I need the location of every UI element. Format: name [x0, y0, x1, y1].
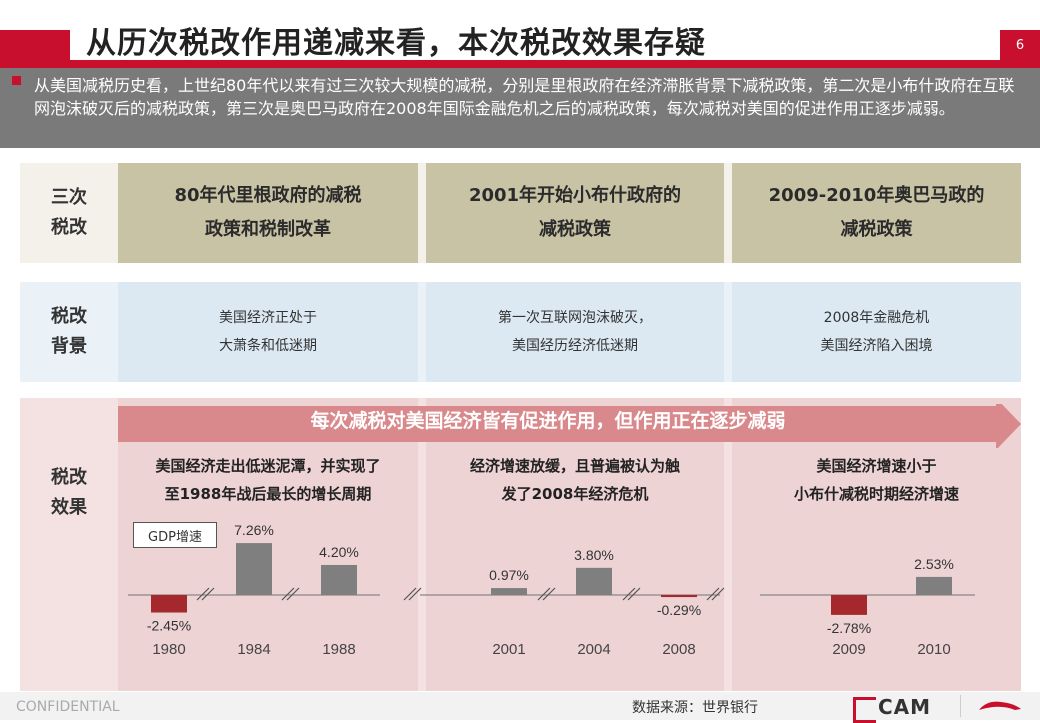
cam-logo: CAM — [878, 695, 932, 719]
axis-break-mark — [408, 587, 422, 601]
cell-line: 美国经济正处于 — [219, 310, 317, 326]
bar-2010 — [916, 576, 952, 595]
x-tick-2008: 2008 — [662, 641, 695, 658]
label-line: 税改 — [51, 217, 87, 238]
data-source: 数据来源：世界银行 — [632, 700, 758, 716]
x-tick-2004: 2004 — [577, 641, 610, 658]
effect-row-label: 税改 效果 — [20, 458, 118, 528]
logo-mark-icon — [853, 697, 876, 723]
axis-break-mark — [542, 587, 556, 601]
axis-break-mark — [286, 587, 300, 601]
effect-line: 美国经济走出低迷泥潭，并实现了 — [155, 457, 381, 475]
cell-line: 美国经历经济低迷期 — [512, 338, 638, 354]
x-tick-2009: 2009 — [832, 641, 865, 658]
effect-line: 发了2008年经济危机 — [501, 485, 649, 503]
data-label-2004: 3.80% — [574, 547, 614, 563]
axis-break-mark — [281, 587, 295, 601]
logo-divider — [960, 695, 961, 717]
axis-break-mark — [622, 587, 636, 601]
trend-arrow-icon — [118, 404, 1021, 448]
effect-line: 至1988年战后最长的增长周期 — [164, 485, 372, 503]
cell-line: 大萧条和低迷期 — [219, 338, 317, 354]
axis-break-mark — [403, 587, 417, 601]
effect-row: 税改效果 每次减税对美国经济皆有促进作用，但作用正在逐步减弱 美国经济走出低迷泥… — [20, 398, 1021, 691]
bullet-icon — [12, 76, 21, 85]
data-label-1980: -2.45% — [147, 618, 191, 634]
reform-cell-reagan: 80年代里根政府的减税 政策和税制改革 — [118, 163, 418, 263]
cell-line: 政策和税制改革 — [205, 219, 331, 240]
bar-1980 — [151, 595, 187, 613]
data-label-2010: 2.53% — [914, 556, 954, 572]
effect-line: 经济增速放缓，且普遍被认为触 — [469, 457, 680, 475]
reform-cell-bush: 2001年开始小布什政府的 减税政策 — [426, 163, 724, 263]
chart-legend: GDP增速 — [133, 522, 217, 548]
cell-line: 2008年金融危机 — [823, 310, 930, 326]
axis-break-mark — [537, 587, 551, 601]
background-cell-bush: 第一次互联网泡沫破灭， 美国经历经济低迷期 — [426, 282, 724, 382]
cell-line: 80年代里根政府的减税 — [174, 185, 362, 206]
x-tick-1980: 1980 — [152, 641, 185, 658]
effect-line: 美国经济增速小于 — [816, 457, 937, 475]
bar-1988 — [321, 564, 357, 595]
reform-cell-obama: 2009-2010年奥巴马政的 减税政策 — [732, 163, 1021, 263]
bar-2001 — [491, 588, 527, 595]
gdp-growth-chart: -2.45% 1980 7.26% 1984 4.20% 1988 0.97% 2001 3.8… — [128, 522, 975, 658]
effect-text-bush: 经济增速放缓，且普遍被认为触 发了2008年经济危机 — [426, 452, 724, 508]
cell-line: 美国经济陷入困境 — [820, 338, 933, 354]
background-cell-obama: 2008年金融危机 美国经济陷入困境 — [732, 282, 1021, 382]
data-label-2009: -2.78% — [827, 620, 871, 636]
background-row-label: 税改 背景 — [20, 282, 118, 382]
axis-break-mark — [706, 587, 720, 601]
page-title: 从历次税改作用递减来看，本次税改效果存疑 — [86, 26, 706, 61]
confidential-label: CONFIDENTIAL — [16, 699, 120, 715]
effect-text-obama: 美国经济增速小于小布什减税时期经济增速 — [732, 452, 1021, 508]
bar-2004 — [576, 567, 612, 595]
label-line: 税改 — [51, 467, 87, 488]
label-line: 三次 — [51, 187, 87, 208]
axis-break-mark — [711, 587, 725, 601]
label-line: 税改 — [51, 306, 87, 327]
cell-line: 第一次互联网泡沫破灭， — [498, 310, 652, 326]
x-tick-2001: 2001 — [492, 641, 525, 658]
bar-2009 — [831, 595, 867, 615]
cell-line: 2009-2010年奥巴马政的 — [768, 185, 985, 206]
reform-row-label: 三次 税改 — [20, 163, 118, 263]
data-label-2008: -0.29% — [657, 602, 701, 618]
axis-break-mark — [627, 587, 641, 601]
cell-line: 减税政策 — [538, 219, 611, 240]
axis-break-mark — [196, 587, 210, 601]
title-accent — [0, 30, 70, 60]
effect-col-bg — [426, 398, 724, 691]
background-row: 税改背景 美国经济正处于 大萧条和低迷期 第一次互联网泡沫破灭， 美国经历经济低迷期… — [20, 282, 1021, 382]
footer — [0, 692, 1040, 720]
page-number: 6 — [1000, 30, 1040, 60]
background-cell-reagan: 美国经济正处于 大萧条和低迷期 — [118, 282, 418, 382]
data-label-1984: 7.26% — [234, 522, 274, 538]
car-logo-icon — [979, 701, 1021, 710]
data-label-2001: 0.97% — [489, 567, 529, 583]
title-underline — [0, 60, 1040, 68]
axis-break-mark — [201, 587, 215, 601]
reform-row: 三次 税改 80年代里根政府的减税 政策和税制改革 2001年开始小布什政府的 减税政… — [20, 163, 1021, 263]
label-line: 效果 — [51, 497, 87, 518]
arrow-text: 每次减税对美国经济皆有促进作用，但作用正在逐步减弱 — [310, 409, 786, 432]
bar-2008 — [661, 595, 697, 598]
cell-line: 2001年开始小布什政府的 — [468, 185, 682, 206]
cell-line: 减税政策 — [840, 219, 913, 240]
effect-col-bg — [732, 398, 1021, 691]
data-label-1988: 4.20% — [319, 544, 359, 560]
intro-banner: 从美国减税历史看，上世纪80年代以来有过三次较大规模的减税，分别是里根政府在经济… — [0, 68, 1040, 148]
effect-text-reagan: 美国经济走出低迷泥潭，并实现了 至1988年战后最长的增长周期 — [118, 452, 418, 508]
effect-line: 小布什减税时期经济增速 — [793, 485, 959, 503]
intro-text: 从美国减税历史看，上世纪80年代以来有过三次较大规模的减税，分别是里根政府在经济… — [34, 76, 1015, 118]
bar-1984 — [236, 543, 272, 595]
label-line: 背景 — [51, 336, 87, 357]
x-tick-1988: 1988 — [322, 641, 355, 658]
x-tick-2010: 2010 — [917, 641, 950, 658]
x-tick-1984: 1984 — [237, 641, 270, 658]
